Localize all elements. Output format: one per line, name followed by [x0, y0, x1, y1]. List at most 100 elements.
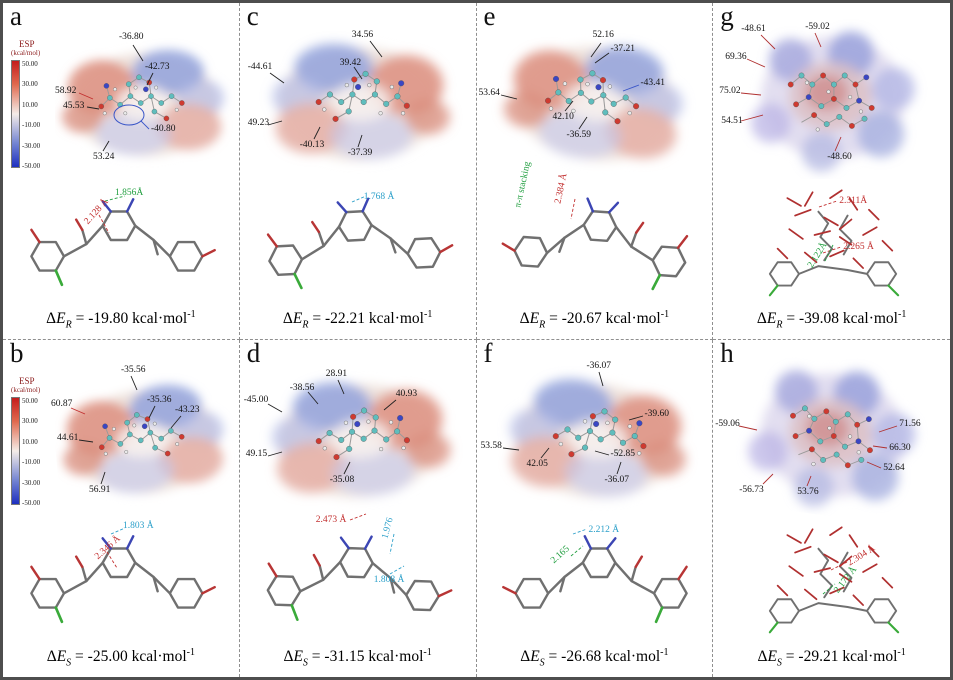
esp-value-label: 58.92: [55, 86, 77, 96]
caption-energy-symbol: E: [293, 647, 303, 665]
esp-value-label: 69.36: [725, 52, 747, 62]
esp-value-label: 53.76: [797, 487, 819, 497]
caption-energy-symbol: E: [767, 647, 777, 665]
esp-value-label: 40.93: [395, 389, 418, 399]
esp-value-label: -59.06: [715, 419, 740, 429]
esp-value-label: 56.91: [89, 485, 111, 495]
caption-unit: kcal·mol: [839, 309, 898, 327]
esp-value-label: -37.21: [610, 44, 636, 54]
colorbar-tick: 30.00: [22, 417, 38, 426]
caption-energy-symbol: E: [292, 309, 303, 327]
caption-unit: kcal·mol: [838, 647, 898, 665]
colorbar-tick: 50.00: [22, 60, 38, 68]
esp-value-label: -35.08: [329, 475, 355, 485]
esp-value-label: 49.23: [247, 118, 270, 128]
esp-value-label: 44.61: [57, 433, 79, 443]
caption-unit: kcal·mol: [127, 647, 187, 665]
esp-value-label: 45.53: [63, 101, 85, 111]
esp-value-label: -48.60: [827, 152, 852, 162]
caption-unit: kcal·mol: [128, 309, 188, 327]
esp-value-label: 60.87: [51, 399, 73, 409]
esp-value-label: 34.56: [351, 30, 374, 40]
colorbar-tick: 10.00: [22, 100, 38, 109]
caption-energy-symbol: E: [766, 309, 777, 327]
colorbar-tick: 50.00: [22, 397, 38, 405]
esp-value-label: 53.64: [478, 88, 500, 98]
esp-value-label: -35.36: [147, 395, 172, 405]
esp-value-label: 75.02: [719, 86, 741, 96]
panel-g: g ΔER = -39.08 kcal·mol-1 -48.61 -59.02 69…: [713, 3, 950, 340]
caption-delta: Δ: [46, 647, 57, 665]
panel-c: c ΔER = -22.21 kcal·mol-1 34.56 39.42 -44.…: [239, 3, 477, 340]
panel-letter: d: [246, 340, 261, 368]
colorbar-subtitle: (kcal/mol): [11, 386, 41, 394]
colorbar-tick: -10.00: [22, 121, 41, 130]
colorbar-tick: 10.00: [22, 437, 38, 446]
caption-delta: Δ: [282, 309, 293, 327]
panel-letter: e: [483, 3, 496, 31]
esp-surface-map: [735, 354, 931, 516]
distance-label: 2.265 Å: [843, 242, 874, 252]
caption-subscript: R: [539, 319, 546, 330]
caption-exponent: -1: [660, 646, 669, 658]
caption-value: -31.15: [324, 647, 365, 665]
esp-colorbar: ESP (kcal/mol) 50.00 30.00 10.00 -10.00 -30.…: [11, 376, 55, 507]
esp-value-label: -45.00: [243, 395, 269, 405]
panel-f: f ΔES = -26.68 kcal·mol-1 -36.07 -39.60 53…: [477, 340, 714, 677]
caption-equals: =: [545, 309, 562, 327]
colorbar-tick: -30.00: [22, 478, 41, 487]
esp-value-label: 71.56: [899, 419, 921, 429]
caption-subscript: R: [65, 319, 72, 330]
caption-value: -20.67: [561, 309, 602, 327]
distance-label: 1.808 Å: [373, 575, 405, 585]
caption-delta: Δ: [283, 647, 294, 665]
esp-value-label: 52.64: [883, 463, 905, 473]
panel-letter: g: [720, 3, 734, 31]
esp-value-label: 66.30: [889, 443, 911, 453]
panel-a: ESP (kcal/mol) 50.00 30.00 10.00 -10.00 -30.…: [3, 3, 240, 340]
colorbar-tick: -50.00: [22, 498, 41, 507]
colorbar-gradient: [11, 397, 20, 505]
caption-value: -26.68: [561, 647, 602, 665]
caption-delta: Δ: [519, 309, 530, 327]
esp-colorbar: ESP (kcal/mol) 50.00 30.00 10.00 -10.00 -30.…: [11, 39, 55, 170]
caption-value: -25.00: [87, 647, 128, 665]
caption-subscript: S: [776, 657, 782, 668]
caption-delta: Δ: [46, 309, 57, 327]
caption-subscript: R: [302, 319, 309, 330]
colorbar-tick: -50.00: [22, 161, 41, 170]
esp-value-label: -56.73: [739, 485, 764, 495]
stick-model: [731, 508, 935, 638]
esp-surface-map: [55, 366, 235, 514]
caption-subscript: S: [302, 657, 308, 668]
energy-caption: ΔES = -26.68 kcal·mol-1: [477, 647, 713, 668]
caption-delta: Δ: [757, 647, 768, 665]
colorbar-subtitle: (kcal/mol): [11, 49, 41, 57]
caption-equals: =: [308, 309, 325, 327]
esp-value-label: -36.80: [119, 32, 144, 42]
esp-value-label: 52.16: [592, 30, 614, 40]
caption-value: -39.08: [798, 309, 840, 327]
distance-label: 1.803 Å: [123, 521, 154, 531]
caption-equals: =: [307, 647, 325, 665]
stick-model: [252, 520, 466, 632]
distance-label: 2.212 Å: [588, 525, 620, 535]
colorbar-title: ESP: [19, 39, 35, 49]
caption-exponent: -1: [897, 646, 906, 658]
distance-label: 2.311Å: [839, 196, 868, 206]
caption-equals: =: [71, 647, 88, 665]
caption-exponent: -1: [423, 308, 433, 320]
panel-letter: b: [10, 340, 24, 368]
caption-subscript: S: [539, 657, 545, 668]
caption-value: -19.80: [88, 309, 129, 327]
esp-value-label: 39.42: [339, 58, 362, 68]
esp-value-label: -36.59: [566, 130, 592, 140]
caption-equals: =: [781, 647, 799, 665]
esp-value-label: 53.24: [93, 152, 115, 162]
stick-model: [252, 183, 466, 295]
colorbar-ticks: 50.00 30.00 10.00 -10.00 -30.00 -50.00: [22, 397, 40, 507]
esp-value-label: 53.58: [480, 441, 502, 451]
panel-d: d ΔES = -31.15 kcal·mol-1 28.91 -38.56 40.…: [240, 340, 477, 677]
esp-value-label: -59.02: [805, 22, 830, 32]
